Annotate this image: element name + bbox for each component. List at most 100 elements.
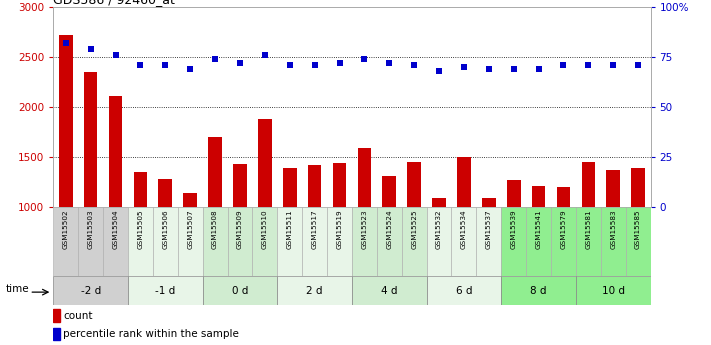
Text: GSM15509: GSM15509 [237,209,243,249]
Point [358,56,370,62]
Text: GSM15537: GSM15537 [486,209,492,249]
Text: GSM15507: GSM15507 [187,209,193,249]
Text: GSM15525: GSM15525 [411,209,417,249]
Bar [302,207,327,276]
Bar [501,276,576,305]
Text: GSM15585: GSM15585 [635,209,641,249]
Point [60,40,71,46]
Bar [53,327,60,340]
Point [508,66,519,72]
Bar [352,276,427,305]
Bar [53,276,128,305]
Bar [233,164,247,307]
Bar [333,163,346,307]
Bar [576,207,601,276]
Bar [327,207,352,276]
Bar [358,148,371,307]
Bar [128,276,203,305]
Text: count: count [63,310,92,321]
Bar [457,157,471,307]
Point [209,56,220,62]
Bar [582,162,595,307]
Bar [103,207,128,276]
Text: GSM15519: GSM15519 [336,209,343,249]
Bar [482,198,496,307]
Point [384,60,395,66]
Bar [606,170,620,307]
Bar [159,179,172,307]
Text: 2 d: 2 d [306,286,323,296]
Bar [203,207,228,276]
Bar [631,168,645,307]
Bar [532,186,545,307]
Point [109,52,121,58]
Point [185,66,196,72]
Bar [258,119,272,307]
Bar [84,72,97,307]
Bar [432,198,446,307]
Text: GSM15524: GSM15524 [386,209,392,249]
Text: GSM15505: GSM15505 [137,209,144,249]
Bar [277,207,302,276]
Text: -2 d: -2 d [80,286,101,296]
Bar [557,187,570,307]
Text: 4 d: 4 d [381,286,397,296]
Text: 0 d: 0 d [232,286,248,296]
Bar [576,276,651,305]
Bar [283,168,296,307]
Point [533,66,545,72]
Point [85,46,97,52]
Bar [551,207,576,276]
Text: GSM15539: GSM15539 [510,209,517,249]
Bar [601,207,626,276]
Bar [526,207,551,276]
Bar [183,193,197,307]
Bar [352,207,377,276]
Text: GSM15506: GSM15506 [162,209,169,249]
Point [309,62,320,68]
Bar [153,207,178,276]
Text: GSM15532: GSM15532 [436,209,442,249]
Text: GSM15503: GSM15503 [87,209,94,249]
Bar [427,276,501,305]
Bar [407,162,421,307]
Text: GSM15504: GSM15504 [112,209,119,249]
Bar [507,180,520,307]
Text: -1 d: -1 d [155,286,176,296]
Text: GSM15523: GSM15523 [361,209,368,249]
Bar [134,172,147,307]
Bar [109,96,122,307]
Point [633,62,644,68]
Text: GSM15541: GSM15541 [535,209,542,249]
Point [333,60,345,66]
Bar [78,207,103,276]
Text: GDS586 / 92460_at: GDS586 / 92460_at [53,0,175,6]
Point [408,62,419,68]
Point [284,62,296,68]
Text: GSM15511: GSM15511 [287,209,293,249]
Bar [427,207,451,276]
Text: GSM15581: GSM15581 [585,209,592,249]
Bar [402,207,427,276]
Bar [53,309,60,322]
Bar [228,207,252,276]
Text: GSM15508: GSM15508 [212,209,218,249]
Bar [53,207,78,276]
Bar [178,207,203,276]
Point [583,62,594,68]
Point [259,52,270,58]
Text: percentile rank within the sample: percentile rank within the sample [63,329,239,339]
Text: 6 d: 6 d [456,286,472,296]
Text: GSM15517: GSM15517 [311,209,318,249]
Bar [451,207,476,276]
Text: GSM15502: GSM15502 [63,209,69,249]
Point [135,62,146,68]
Point [607,62,619,68]
Text: GSM15534: GSM15534 [461,209,467,249]
Text: GSM15510: GSM15510 [262,209,268,249]
Point [458,64,469,70]
Bar [252,207,277,276]
Text: 8 d: 8 d [530,286,547,296]
Bar [59,35,73,307]
Point [159,62,171,68]
